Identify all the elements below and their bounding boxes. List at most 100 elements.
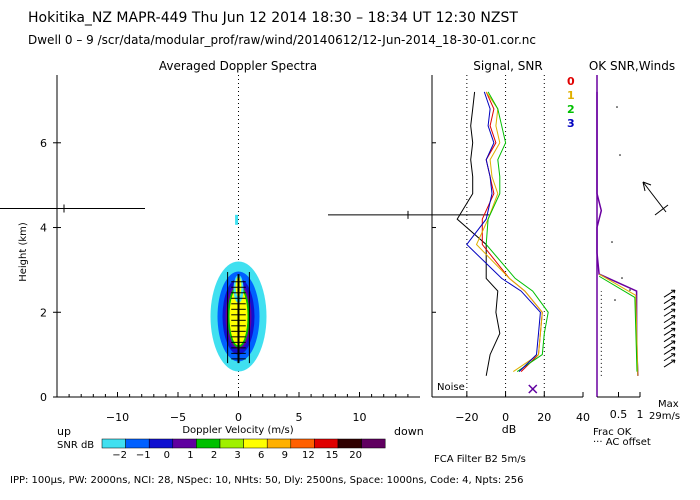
wind-arrow-head: [671, 308, 676, 313]
signal-series-noise: [456, 91, 501, 376]
snr-legend-swatch: [148, 438, 174, 449]
snr-legend-label: SNR dB: [57, 440, 94, 451]
snr-legend-tick: −1: [136, 450, 151, 461]
wind-arrow-head: [671, 302, 676, 307]
snr-legend-tick: 12: [302, 450, 315, 461]
noise-label: Noise: [437, 382, 465, 393]
wind-arrow: [663, 346, 676, 355]
ok-dot: [611, 241, 613, 243]
wind-arrow-head: [671, 327, 676, 332]
frac-ok-label: Frac OK: [593, 427, 632, 438]
ok-dot: [629, 289, 631, 291]
signal-x-axis-label: dB: [502, 423, 517, 436]
signal-series-3: [466, 91, 541, 372]
snr-legend-swatch: [314, 438, 339, 449]
wind-arrow: [663, 302, 676, 311]
frac-ok-line: [596, 91, 639, 376]
spectra-peak-outline: [227, 272, 250, 364]
snr-legend-tick: 6: [258, 450, 264, 461]
y-axis-label: Height (km): [18, 222, 29, 282]
y-tick-label: 2: [40, 306, 47, 319]
wind-arrow-head: [671, 315, 676, 319]
signal-legend-1: 1: [567, 89, 575, 102]
y-tick-label: 6: [40, 137, 47, 150]
x-tick-label: 5: [296, 411, 303, 424]
header-file-path: Dwell 0 – 9 /scr/data/modular_prof/raw/w…: [28, 33, 536, 47]
signal-series-2: [485, 91, 549, 373]
wind-arrow: [642, 181, 667, 213]
ok-dot: [619, 154, 621, 156]
y-tick-label: 0: [40, 391, 47, 404]
spectra-panel-title: Averaged Doppler Spectra: [159, 59, 317, 73]
signal-x-tick-label: 20: [537, 411, 551, 424]
snr-legend-tick: −2: [112, 450, 127, 461]
snr-legend-swatch: [172, 438, 197, 449]
wind-arrow: [654, 204, 669, 216]
frac-ok-line-alt: [598, 273, 639, 376]
wind-arrow: [663, 359, 676, 368]
signal-marker: [528, 384, 538, 394]
wind-arrow: [663, 308, 676, 317]
x-tick-label: 0: [235, 411, 242, 424]
wind-arrow: [663, 315, 676, 324]
wind-arrow: [663, 334, 676, 343]
snr-legend-swatch: [125, 438, 150, 449]
signal-series-1: [475, 91, 543, 373]
snr-legend-tick: 9: [282, 450, 288, 461]
wind-arrow: [663, 353, 676, 362]
snr-legend-tick: 0: [164, 450, 170, 461]
spectra-contour: [235, 214, 239, 225]
x-tick-label: −5: [170, 411, 186, 424]
header-title: Hokitika_NZ MAPR-449 Thu Jun 12 2014 18:…: [28, 10, 518, 26]
snr-legend-tick: 1: [187, 450, 193, 461]
footer-params: IPP: 100μs, PW: 2000ns, NCI: 28, NSpec: …: [10, 475, 523, 486]
snr-legend-swatch: [337, 438, 362, 449]
max-label: Max: [658, 399, 679, 410]
x-tick-label: 10: [353, 411, 367, 424]
ok-dot: [621, 277, 623, 279]
wind-arrow-head: [671, 296, 676, 300]
wind-arrow-head: [671, 334, 676, 338]
ok-dot: [616, 106, 618, 108]
spectra-x-axis-label: Doppler Velocity (m/s): [182, 425, 293, 436]
signal-x-tick-label: −20: [455, 411, 478, 424]
fca-filter-label: FCA Filter B2 5m/s: [434, 454, 526, 465]
wind-arrow-head: [642, 181, 652, 192]
frac-ok-line-alt: [598, 275, 638, 372]
wind-arrow: [663, 321, 676, 330]
max-value: 29m/s: [649, 411, 680, 422]
wind-arrow-head: [671, 321, 676, 326]
snr-legend-swatch: [290, 438, 315, 449]
wind-arrow-head: [671, 353, 676, 357]
signal-legend-0: 0: [567, 75, 575, 88]
ac-offset-label: ··· AC offset: [593, 437, 651, 448]
signal-legend-3: 3: [567, 117, 575, 130]
ok-panel-title: OK SNR,Winds: [589, 59, 675, 73]
y-tick-label: 4: [40, 222, 47, 235]
signal-panel-title: Signal, SNR: [473, 59, 542, 73]
wind-arrow: [663, 289, 676, 298]
wind-arrow: [663, 296, 676, 304]
snr-legend-swatch: [219, 438, 244, 449]
ok-panel: 0.5 1: [596, 75, 676, 421]
down-label: down: [394, 425, 424, 438]
snr-legend-tick: 15: [326, 450, 339, 461]
snr-legend-tick: 20: [349, 450, 362, 461]
snr-legend-swatch: [266, 438, 292, 449]
signal-x-tick-label: 0: [502, 411, 509, 424]
snr-legend-swatch: [196, 438, 221, 449]
wind-arrow-head: [671, 289, 676, 294]
wind-arrow: [663, 327, 676, 336]
ok-x-tick-label: 0.5: [610, 408, 628, 421]
wind-arrow-head: [671, 346, 676, 351]
snr-legend-swatch: [243, 438, 268, 449]
signal-legend-2: 2: [567, 103, 575, 116]
ok-dot: [614, 299, 616, 301]
snr-legend-swatch: [361, 438, 386, 449]
wind-arrow-head: [671, 340, 676, 345]
wind-arrow-head: [671, 359, 676, 364]
x-tick-label: −10: [106, 411, 129, 424]
snr-legend-tick: 3: [234, 450, 240, 461]
